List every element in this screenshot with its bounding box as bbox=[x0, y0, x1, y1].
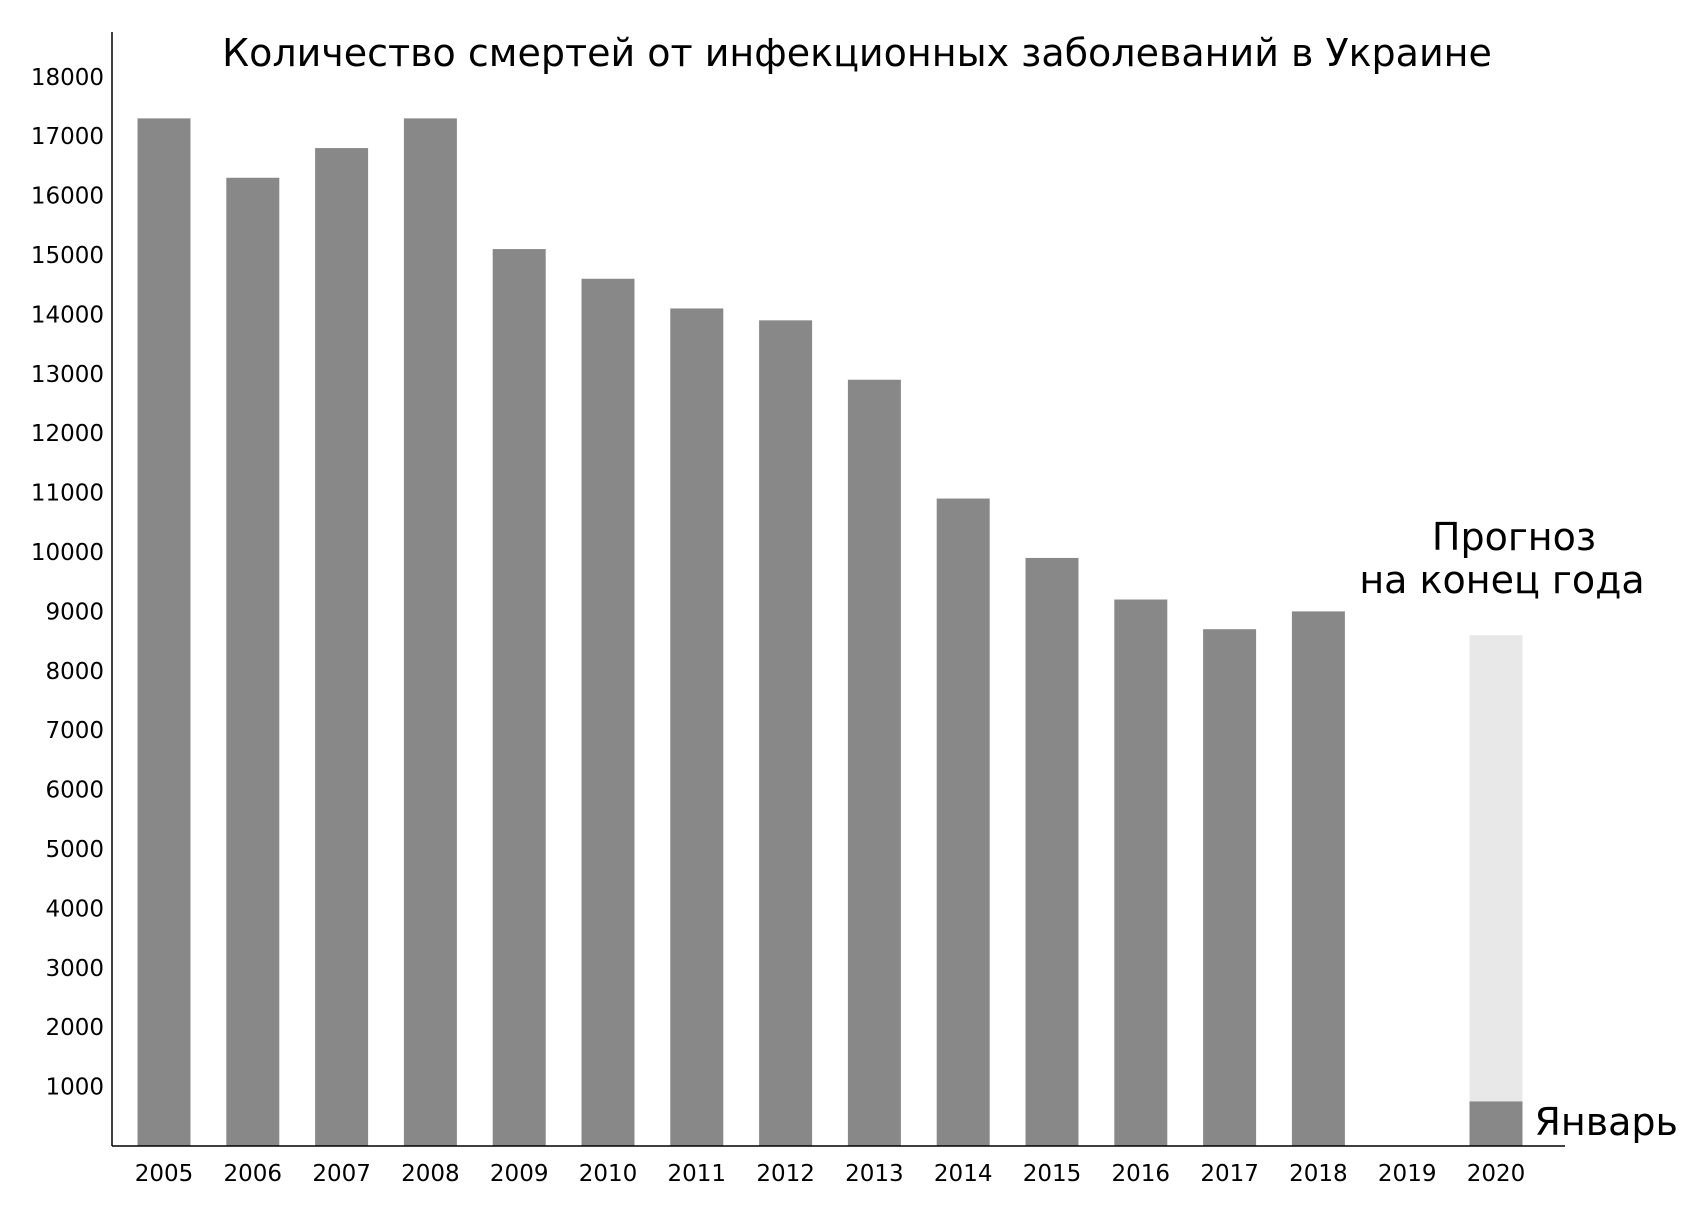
bar-2020 bbox=[1469, 1101, 1523, 1146]
x-tick-label-2010: 2010 bbox=[579, 1161, 638, 1187]
bar-2011 bbox=[670, 308, 724, 1147]
y-tick-label-13000: 13000 bbox=[31, 362, 104, 388]
bar-2007 bbox=[315, 148, 369, 1146]
x-tick-label-2009: 2009 bbox=[490, 1161, 549, 1187]
y-tick-label-9000: 9000 bbox=[45, 599, 104, 625]
bar-2008 bbox=[403, 118, 457, 1146]
x-tick-label-2014: 2014 bbox=[934, 1161, 993, 1187]
bar-2010 bbox=[581, 278, 635, 1146]
x-tick-label-2013: 2013 bbox=[845, 1161, 904, 1187]
y-tick-label-6000: 6000 bbox=[45, 778, 104, 804]
y-tick-label-15000: 15000 bbox=[31, 243, 104, 269]
bars-group bbox=[137, 118, 1523, 1147]
chart-title: Количество смертей от инфекционных забол… bbox=[222, 31, 1492, 75]
x-tick-label-2016: 2016 bbox=[1112, 1161, 1171, 1187]
x-tick-label-2008: 2008 bbox=[401, 1161, 460, 1187]
y-tick-label-18000: 18000 bbox=[31, 65, 104, 91]
y-tick-label-10000: 10000 bbox=[31, 540, 104, 566]
forecast-label-line1: Прогноз bbox=[1432, 515, 1596, 559]
y-tick-label-12000: 12000 bbox=[31, 421, 104, 447]
y-tick-label-16000: 16000 bbox=[31, 184, 104, 210]
x-tick-label-2006: 2006 bbox=[224, 1161, 283, 1187]
y-tick-label-1000: 1000 bbox=[45, 1075, 104, 1101]
bar-2014 bbox=[936, 498, 990, 1146]
y-tick-label-8000: 8000 bbox=[45, 659, 104, 685]
x-axis-tick-labels: 2005 2006 2007 2008 2009 2010 2011 2012 2013 2014… bbox=[135, 1161, 1526, 1187]
bar-2015 bbox=[1025, 557, 1079, 1146]
y-tick-label-7000: 7000 bbox=[45, 718, 104, 744]
x-tick-label-2005: 2005 bbox=[135, 1161, 194, 1187]
y-tick-label-14000: 14000 bbox=[31, 302, 104, 328]
x-tick-label-2017: 2017 bbox=[1200, 1161, 1259, 1187]
y-tick-label-4000: 4000 bbox=[45, 896, 104, 922]
bar-2016 bbox=[1114, 599, 1168, 1146]
y-tick-label-2000: 2000 bbox=[45, 1015, 104, 1041]
january-label: Январь bbox=[1535, 1100, 1678, 1144]
x-tick-label-2019: 2019 bbox=[1378, 1161, 1437, 1187]
y-axis-tick-labels: 1000 2000 3000 4000 5000 6000 7000 8000 9000 1000… bbox=[31, 65, 104, 1101]
x-tick-label-2012: 2012 bbox=[756, 1161, 815, 1187]
x-tick-label-2007: 2007 bbox=[312, 1161, 371, 1187]
bar-2005 bbox=[137, 118, 191, 1146]
bar-2006 bbox=[226, 177, 280, 1146]
x-tick-label-2011: 2011 bbox=[668, 1161, 727, 1187]
y-tick-label-3000: 3000 bbox=[45, 956, 104, 982]
forecast-bar-2020 bbox=[1469, 635, 1523, 1146]
bar-2013 bbox=[847, 379, 901, 1146]
bar-2018 bbox=[1291, 611, 1345, 1146]
y-tick-label-5000: 5000 bbox=[45, 837, 104, 863]
forecast-label-line2: на конец года bbox=[1359, 558, 1644, 602]
bar-2012 bbox=[759, 320, 813, 1147]
x-tick-label-2020: 2020 bbox=[1467, 1161, 1526, 1187]
y-tick-label-17000: 17000 bbox=[31, 124, 104, 150]
y-tick-label-11000: 11000 bbox=[31, 481, 104, 507]
bar-2017 bbox=[1203, 629, 1257, 1146]
x-tick-label-2018: 2018 bbox=[1289, 1161, 1348, 1187]
bar-2009 bbox=[492, 249, 546, 1146]
x-tick-label-2015: 2015 bbox=[1023, 1161, 1082, 1187]
